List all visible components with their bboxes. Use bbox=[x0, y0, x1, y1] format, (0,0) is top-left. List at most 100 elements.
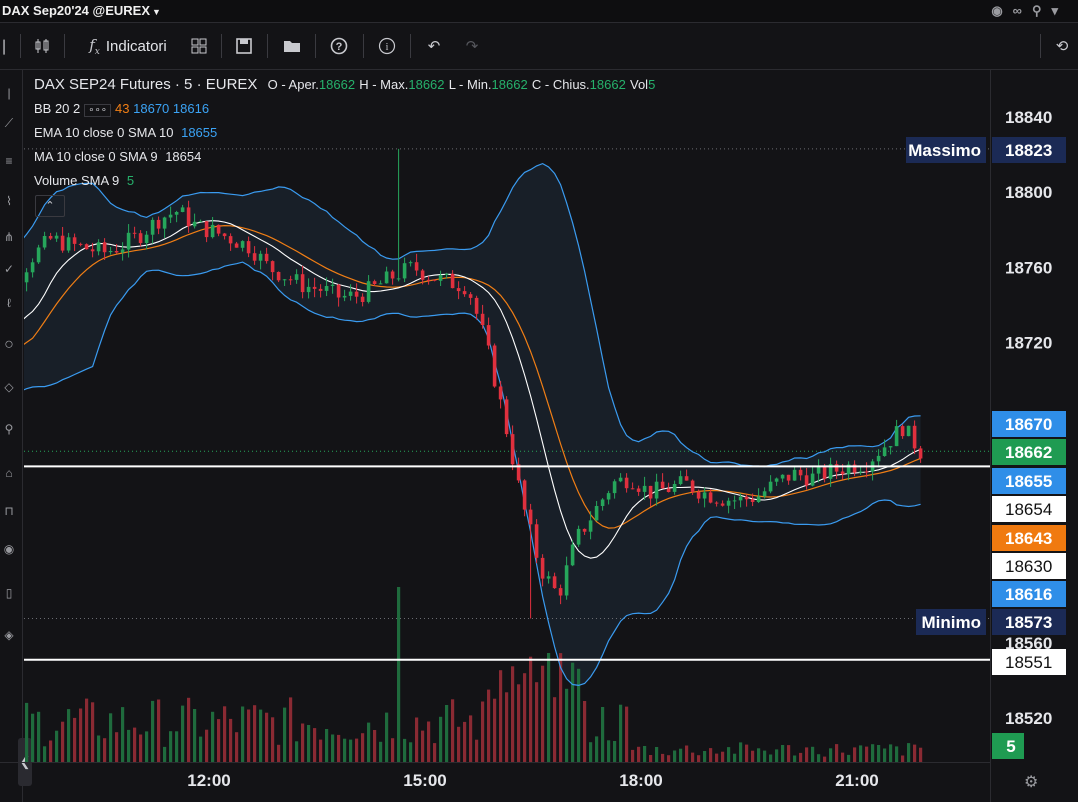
volume-bar bbox=[1, 712, 4, 762]
circle-icon[interactable]: ○ bbox=[4, 336, 14, 353]
candle-body bbox=[66, 237, 71, 251]
volume-bar bbox=[169, 731, 173, 762]
chat-icon[interactable]: ◉ bbox=[991, 3, 1003, 18]
volume-bar bbox=[631, 749, 635, 762]
candle-body bbox=[612, 481, 617, 494]
zoom-reset-icon[interactable]: ⟲ bbox=[1055, 38, 1069, 55]
y-tick-label: 18800 bbox=[1005, 183, 1052, 202]
candle-body bbox=[732, 500, 737, 502]
symbol-name[interactable]: DAX SEP24 Futures · 5 · EUREX bbox=[34, 76, 258, 93]
candle-body bbox=[126, 232, 131, 250]
search-icon[interactable]: ⚲ bbox=[4, 422, 14, 436]
candle-body bbox=[7, 296, 11, 297]
volume-bar bbox=[247, 709, 251, 762]
candle-body bbox=[846, 464, 851, 475]
redo-icon[interactable]: ↷ bbox=[465, 38, 479, 55]
help-icon[interactable]: ? bbox=[327, 23, 351, 69]
candle-body bbox=[198, 221, 203, 223]
close-value: 18662 bbox=[589, 77, 626, 92]
volume-bar bbox=[625, 706, 629, 762]
ma-line bbox=[24, 220, 921, 559]
settings-dots-icon[interactable]: ∘∘∘ bbox=[84, 104, 112, 117]
candle-body bbox=[384, 271, 389, 284]
volume-bar bbox=[199, 736, 203, 762]
layers-icon[interactable]: ◈ bbox=[4, 628, 14, 642]
gear-icon[interactable]: ⚙ bbox=[1024, 774, 1039, 791]
menu-caret-icon[interactable]: ▾ bbox=[1051, 3, 1058, 18]
vol-sma-name: Volume SMA 9 bbox=[34, 173, 120, 188]
ema-legend[interactable]: EMA 10 close 0 SMA 10 18655 bbox=[34, 125, 217, 140]
volume-bar bbox=[187, 697, 191, 762]
volume-bar bbox=[589, 742, 593, 762]
volume-bar bbox=[583, 701, 587, 762]
lock-icon[interactable]: ⊓ bbox=[4, 504, 14, 518]
volume-bar bbox=[181, 705, 185, 762]
trendline-icon[interactable]: ⟋ bbox=[4, 116, 14, 130]
legend-collapse-button[interactable]: ⌃ bbox=[35, 195, 65, 217]
candle-body bbox=[36, 247, 41, 263]
candle-body bbox=[774, 478, 779, 482]
candle-body bbox=[912, 425, 917, 449]
volume-bar bbox=[601, 707, 605, 762]
link-icon[interactable]: ∞ bbox=[1012, 3, 1022, 18]
fib-icon[interactable]: ≡ bbox=[5, 154, 13, 168]
folder-icon[interactable] bbox=[280, 23, 304, 69]
save-icon[interactable] bbox=[232, 23, 256, 69]
info-icon[interactable]: i bbox=[375, 23, 399, 69]
candle-body bbox=[1, 297, 5, 311]
candle-body bbox=[576, 528, 581, 545]
pin-icon[interactable]: ⚲ bbox=[1031, 3, 1042, 18]
cursor-icon[interactable]: | bbox=[7, 86, 11, 100]
volume-bar bbox=[61, 721, 65, 762]
candlestick-icon[interactable] bbox=[30, 23, 54, 69]
ma-value: 18654 bbox=[165, 149, 202, 164]
volume-bar bbox=[505, 692, 509, 762]
symbol-title[interactable]: DAX Sep20'24 @EUREX ▼ bbox=[2, 3, 161, 18]
y-tick-label: 18720 bbox=[1005, 333, 1052, 352]
ema-name: EMA 10 close 0 SMA 10 bbox=[34, 125, 174, 140]
eye-icon[interactable]: ◉ bbox=[3, 542, 15, 556]
candle-body bbox=[240, 241, 245, 248]
magnet-icon[interactable]: ⌂ bbox=[5, 466, 13, 480]
brush-icon[interactable]: ℓ bbox=[7, 296, 11, 310]
volume-bar bbox=[241, 706, 245, 762]
candle-body bbox=[648, 485, 653, 499]
volume-bar bbox=[289, 697, 293, 762]
ma-legend[interactable]: MA 10 close 0 SMA 9 18654 bbox=[34, 149, 201, 164]
check-icon[interactable]: ✓ bbox=[3, 262, 15, 276]
bb-legend[interactable]: BB 20 2 ∘∘∘ 43 18670 18616 bbox=[34, 101, 214, 117]
volume-bar bbox=[691, 752, 695, 762]
indicators-button[interactable]: fx Indicatori bbox=[78, 23, 178, 69]
candle-body bbox=[756, 496, 761, 502]
candle-body bbox=[918, 448, 923, 459]
volume-bar bbox=[439, 716, 443, 762]
volume-bar bbox=[553, 697, 557, 762]
ema-value: 18655 bbox=[181, 125, 218, 140]
volume-sma-legend[interactable]: Volume SMA 9 5 bbox=[34, 173, 134, 188]
candle-body bbox=[258, 253, 263, 261]
undo-icon[interactable]: ↶ bbox=[427, 38, 441, 55]
bb-upper-line bbox=[24, 162, 921, 468]
volume-bar bbox=[781, 745, 785, 762]
volume-bar bbox=[865, 746, 869, 762]
candle-body bbox=[504, 399, 509, 435]
candle-body bbox=[306, 286, 311, 293]
chevron-down-icon[interactable]: ▼ bbox=[152, 7, 161, 17]
left-edge-icon[interactable]: ❘ bbox=[0, 38, 11, 55]
volume-bar bbox=[733, 753, 737, 762]
candle-body bbox=[876, 455, 881, 462]
pitchfork-icon[interactable]: ⋔ bbox=[3, 230, 15, 244]
trash-icon[interactable]: ▯ bbox=[5, 586, 13, 600]
path-icon[interactable]: ⌇ bbox=[6, 194, 12, 208]
volume-bar bbox=[115, 732, 119, 762]
volume-bar bbox=[385, 712, 389, 762]
layout-grid-icon[interactable] bbox=[187, 23, 211, 69]
volume-bar bbox=[403, 738, 407, 762]
price-tag-bg bbox=[916, 609, 986, 635]
candle-body bbox=[24, 272, 29, 283]
volume-bar bbox=[655, 747, 659, 762]
divider bbox=[410, 34, 411, 58]
ruler-icon[interactable]: ◇ bbox=[4, 380, 14, 394]
candle-body bbox=[702, 492, 707, 499]
